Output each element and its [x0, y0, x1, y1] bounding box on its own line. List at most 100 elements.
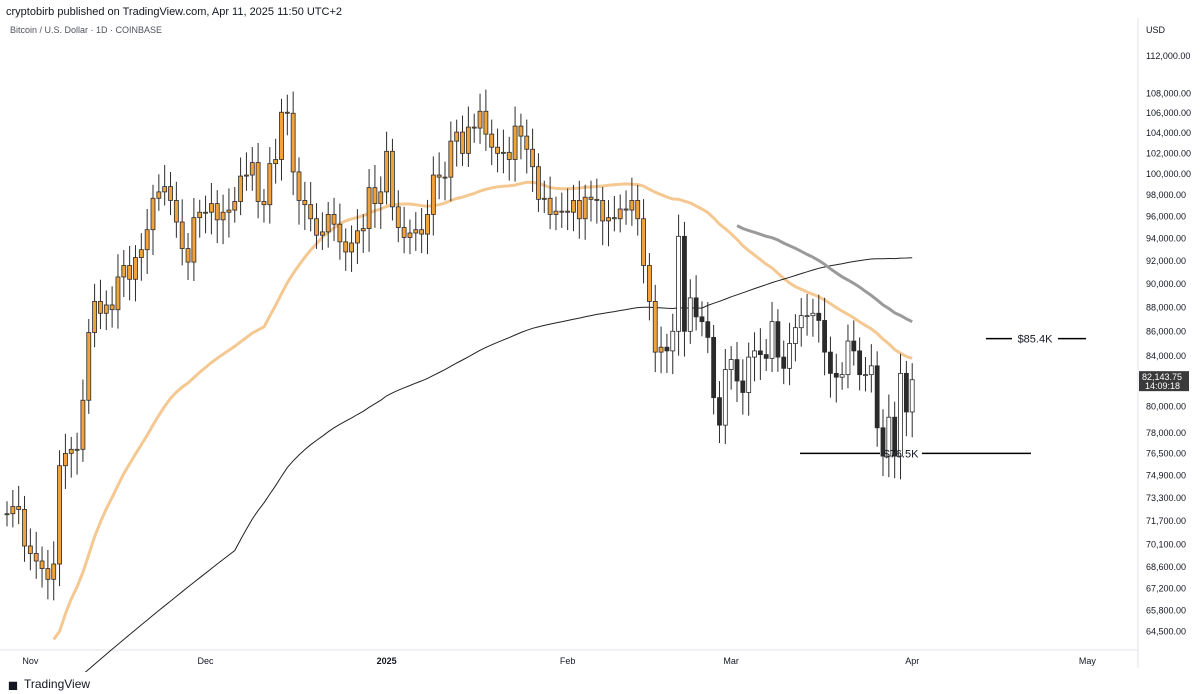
- candle: [232, 186, 238, 223]
- candle-body: [752, 350, 757, 358]
- ma-mid-line: [736, 224, 913, 324]
- candle-body: [868, 365, 874, 376]
- candle-body: [325, 214, 331, 233]
- candle: [471, 113, 477, 143]
- candle-body: [787, 343, 792, 369]
- candle-body: [886, 416, 892, 457]
- candle: [68, 436, 74, 478]
- candle-body: [45, 568, 51, 580]
- y-tick-label: 67,200.00: [1146, 584, 1186, 594]
- candle-body: [80, 399, 86, 450]
- candle-body: [115, 276, 121, 311]
- candle: [793, 314, 798, 362]
- y-tick-label: 84,000.00: [1146, 351, 1186, 361]
- candle-body: [442, 176, 448, 179]
- candle-body: [676, 235, 681, 332]
- candle-body: [413, 229, 419, 234]
- candle: [781, 340, 787, 385]
- candle-body: [623, 208, 629, 211]
- candle-body: [746, 356, 752, 393]
- annotation-label: $85.4K: [1018, 334, 1054, 346]
- candle: [728, 346, 734, 390]
- candle-body: [757, 350, 763, 356]
- price-level-annotation: $85.4K: [986, 334, 1086, 346]
- candlestick-chart[interactable]: USD 112,000.00 108,000.00 106,000.00 104,000…: [0, 0, 1200, 672]
- candle: [553, 196, 559, 231]
- candle: [103, 290, 109, 331]
- candle-body: [471, 126, 477, 129]
- candle-body: [565, 210, 571, 213]
- candle-body: [705, 321, 711, 338]
- candle: [465, 106, 471, 167]
- candle-body: [600, 200, 606, 222]
- time-scale[interactable]: Nov Dec 2025 Feb Mar Apr May: [0, 649, 1138, 666]
- candle-body: [880, 427, 886, 457]
- candle: [419, 208, 425, 254]
- candle: [863, 357, 868, 392]
- candle-body: [430, 174, 436, 215]
- y-tick-label: 68,600.00: [1146, 562, 1186, 572]
- price-scale[interactable]: USD 112,000.00 108,000.00 106,000.00 104,000…: [1137, 18, 1191, 668]
- candle-body: [261, 201, 267, 206]
- candle: [635, 184, 641, 236]
- candle-body: [693, 297, 699, 318]
- candle: [798, 298, 804, 347]
- candle: [518, 113, 524, 160]
- candle: [57, 450, 62, 587]
- candle: [244, 152, 249, 191]
- candle: [436, 152, 442, 200]
- brand-name[interactable]: TradingView: [24, 677, 91, 691]
- candle: [629, 177, 635, 226]
- candle-body: [524, 135, 530, 150]
- x-tick-label: Mar: [723, 656, 739, 666]
- candle-body: [909, 379, 915, 413]
- candle-body: [857, 350, 863, 376]
- y-tick-label: 102,000.00: [1146, 148, 1191, 158]
- candle-body: [518, 125, 524, 137]
- tradingview-logo-icon[interactable]: ◼: [8, 678, 18, 692]
- candle: [425, 199, 430, 255]
- candle-body: [798, 315, 804, 329]
- y-tick-label: 88,000.00: [1146, 302, 1186, 312]
- candle: [45, 549, 51, 600]
- candle: [693, 275, 699, 331]
- candle: [746, 342, 752, 416]
- candle-body: [664, 346, 670, 352]
- candle-body: [156, 191, 162, 199]
- candle-body: [839, 374, 845, 378]
- candle-body: [851, 340, 857, 352]
- candle: [530, 128, 535, 193]
- candle-body: [296, 171, 302, 201]
- candle: [506, 136, 512, 181]
- x-tick-label: Nov: [22, 656, 39, 666]
- candle-body: [331, 214, 337, 225]
- candle: [395, 190, 401, 243]
- candle-body: [302, 200, 308, 206]
- candle-body: [179, 221, 185, 249]
- candle: [220, 194, 226, 245]
- candle: [279, 98, 284, 181]
- candle-body: [606, 217, 611, 222]
- candle: [238, 157, 244, 216]
- candle: [576, 180, 582, 239]
- candle-body: [273, 159, 279, 165]
- candle: [477, 93, 483, 144]
- y-tick-label: 70,100.00: [1146, 540, 1186, 550]
- candle-body: [319, 231, 325, 236]
- candle-body: [722, 369, 728, 426]
- candle: [822, 297, 827, 376]
- candle: [594, 178, 600, 224]
- candle-body: [133, 257, 138, 280]
- candle-body: [460, 131, 465, 154]
- candle: [717, 381, 722, 444]
- candle: [290, 91, 296, 196]
- candle-body: [173, 200, 179, 223]
- ma-long-line: [84, 257, 913, 672]
- candle: [845, 324, 851, 389]
- candle: [92, 283, 97, 348]
- candle: [384, 131, 390, 205]
- candle-body: [576, 200, 582, 220]
- candle: [711, 324, 717, 415]
- candle: [857, 337, 863, 391]
- candle-body: [360, 228, 366, 232]
